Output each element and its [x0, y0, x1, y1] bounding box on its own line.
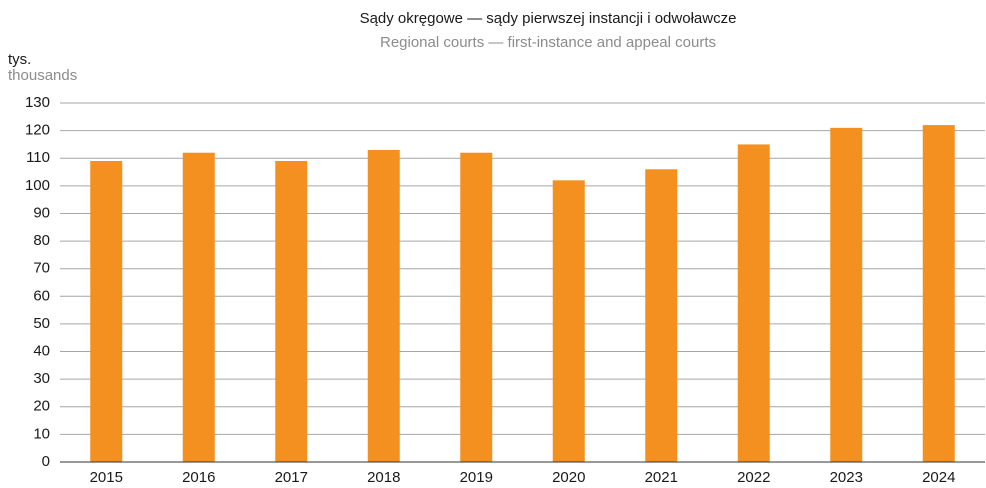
- y-tick-label: 130: [25, 94, 50, 111]
- y-axis-label: tys.: [8, 51, 31, 68]
- x-tick-label: 2022: [737, 469, 770, 486]
- bar: [367, 149, 400, 462]
- y-tick-label: 50: [33, 315, 50, 332]
- y-tick-label: 120: [25, 122, 50, 139]
- y-tick-label: 70: [33, 260, 50, 277]
- y-axis-label-secondary: thousands: [8, 67, 77, 84]
- x-tick-label: 2015: [90, 469, 123, 486]
- bar: [275, 160, 308, 462]
- y-tick-label: 20: [33, 398, 50, 415]
- chart-subtitle: Regional courts — first-instance and app…: [380, 34, 716, 51]
- bar: [460, 152, 493, 462]
- chart-title: Sądy okręgowe — sądy pierwszej instancji…: [360, 10, 737, 27]
- bar: [90, 160, 123, 462]
- x-tick-label: 2020: [552, 469, 585, 486]
- y-tick-label: 100: [25, 177, 50, 194]
- x-tick-label: 2019: [460, 469, 493, 486]
- bar: [552, 180, 585, 463]
- bar: [830, 127, 863, 462]
- y-tick-label: 30: [33, 370, 50, 387]
- y-tick-label: 10: [33, 425, 50, 442]
- x-tick-label: 2018: [367, 469, 400, 486]
- bar: [922, 125, 955, 462]
- y-tick-label: 60: [33, 287, 50, 304]
- x-tick-label: 2017: [275, 469, 308, 486]
- x-tick-label: 2021: [645, 469, 678, 486]
- bar: [737, 144, 770, 462]
- bar: [182, 152, 215, 462]
- bar: [645, 169, 678, 462]
- y-tick-label: 40: [33, 343, 50, 360]
- y-tick-label: 90: [33, 204, 50, 221]
- x-tick-label: 2016: [182, 469, 215, 486]
- x-tick-label: 2024: [922, 469, 955, 486]
- y-tick-label: 110: [26, 149, 50, 166]
- y-tick-label: 0: [42, 453, 50, 470]
- x-tick-label: 2023: [830, 469, 863, 486]
- y-tick-label: 80: [33, 232, 50, 249]
